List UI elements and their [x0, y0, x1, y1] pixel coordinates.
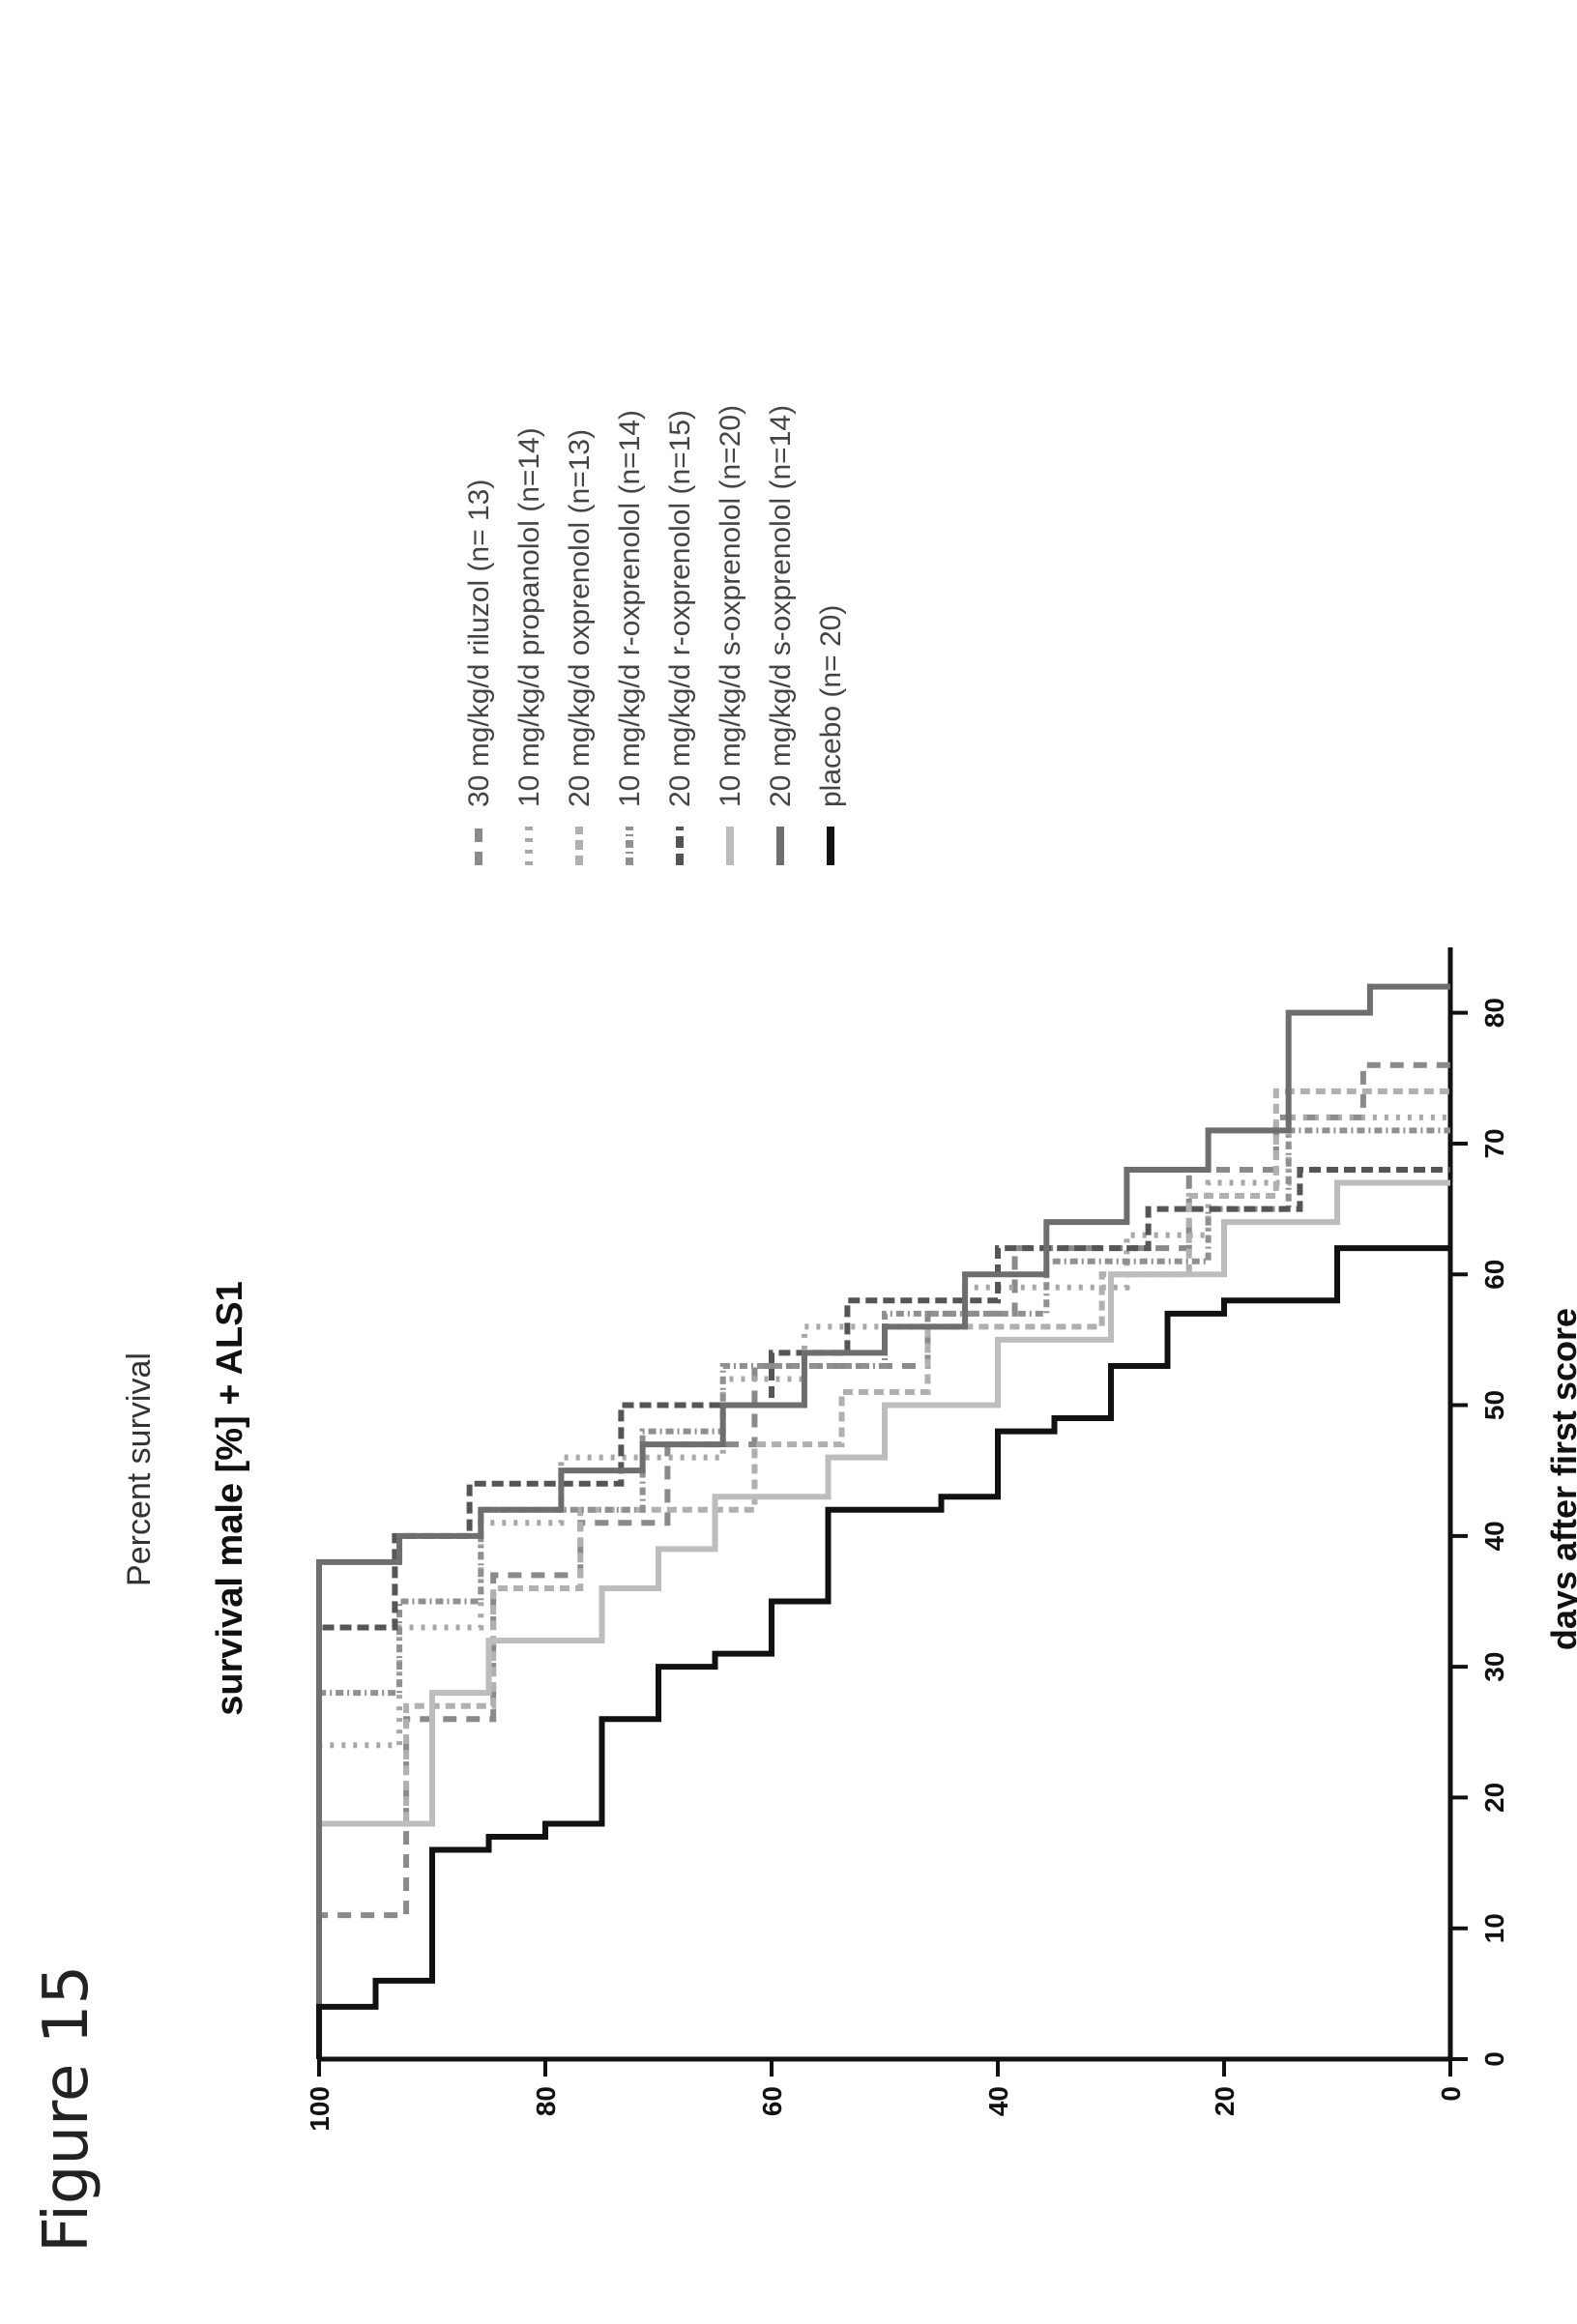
- y-tick-label: 0: [1436, 2086, 1466, 2102]
- chart-title: survival male [%] + ALS1: [210, 1281, 250, 1716]
- legend-label-3: 10 mg/kg/d r-oxprenolol (n=14): [614, 410, 646, 807]
- x-tick-label: 50: [1479, 1390, 1509, 1420]
- legend-label-7: placebo (n= 20): [815, 605, 847, 807]
- x-tick-label: 40: [1479, 1521, 1509, 1551]
- series-line-7: [316, 1245, 1450, 2059]
- y-tick-label: 20: [1210, 2086, 1240, 2116]
- x-tick-label: 80: [1479, 998, 1509, 1028]
- series-line-5: [316, 1179, 1450, 2059]
- y-tick-label: 60: [757, 2086, 787, 2116]
- series-line-0: [316, 1061, 1450, 2059]
- series-line-1: [316, 1114, 1450, 2059]
- y-tick-label: 80: [531, 2086, 561, 2116]
- series-line-4: [316, 1167, 1450, 2059]
- x-tick-label: 0: [1479, 2051, 1509, 2067]
- series-lines: [316, 983, 1450, 2059]
- x-tick-label: 70: [1479, 1128, 1509, 1158]
- series-line-6: [316, 983, 1450, 2059]
- x-tick-label: 10: [1479, 1913, 1509, 1943]
- legend-label-0: 30 mg/kg/d riluzol (n= 13): [463, 479, 495, 807]
- legend-label-4: 20 mg/kg/d r-oxprenolol (n=15): [664, 410, 696, 807]
- y-ticks: 0 20 40 60 80 100: [305, 2059, 1466, 2132]
- legend-label-2: 20 mg/kg/d oxprenolol (n=13): [564, 429, 596, 807]
- legend-label-6: 20 mg/kg/d s-oxprenolol (n=14): [765, 405, 797, 807]
- series-line-2: [316, 1088, 1450, 2059]
- series-line-3: [316, 1127, 1450, 2059]
- x-axis-title: days after first score: [1544, 1308, 1577, 1650]
- y-tick-label: 100: [305, 2086, 335, 2132]
- x-ticks: 0 10 20 30 40 50 60 70 80: [1450, 998, 1509, 2067]
- legend-label-5: 10 mg/kg/d s-oxprenolol (n=20): [715, 405, 746, 807]
- x-tick-label: 20: [1479, 1783, 1509, 1813]
- y-tick-label: 40: [983, 2086, 1013, 2116]
- axes: [319, 947, 1453, 2062]
- figure-label: Figure 15: [31, 1965, 102, 2252]
- x-tick-label: 30: [1479, 1652, 1509, 1682]
- y-axis-title: Percent survival: [121, 1352, 158, 1586]
- survival-chart: survival male [%] + ALS1 0 10 20 30 40 50 60 70…: [210, 947, 1577, 2132]
- x-tick-label: 60: [1479, 1260, 1509, 1290]
- legend: 30 mg/kg/d riluzol (n= 13) 10 mg/kg/d pro…: [463, 405, 847, 865]
- legend-label-1: 10 mg/kg/d propanolol (n=14): [513, 427, 545, 807]
